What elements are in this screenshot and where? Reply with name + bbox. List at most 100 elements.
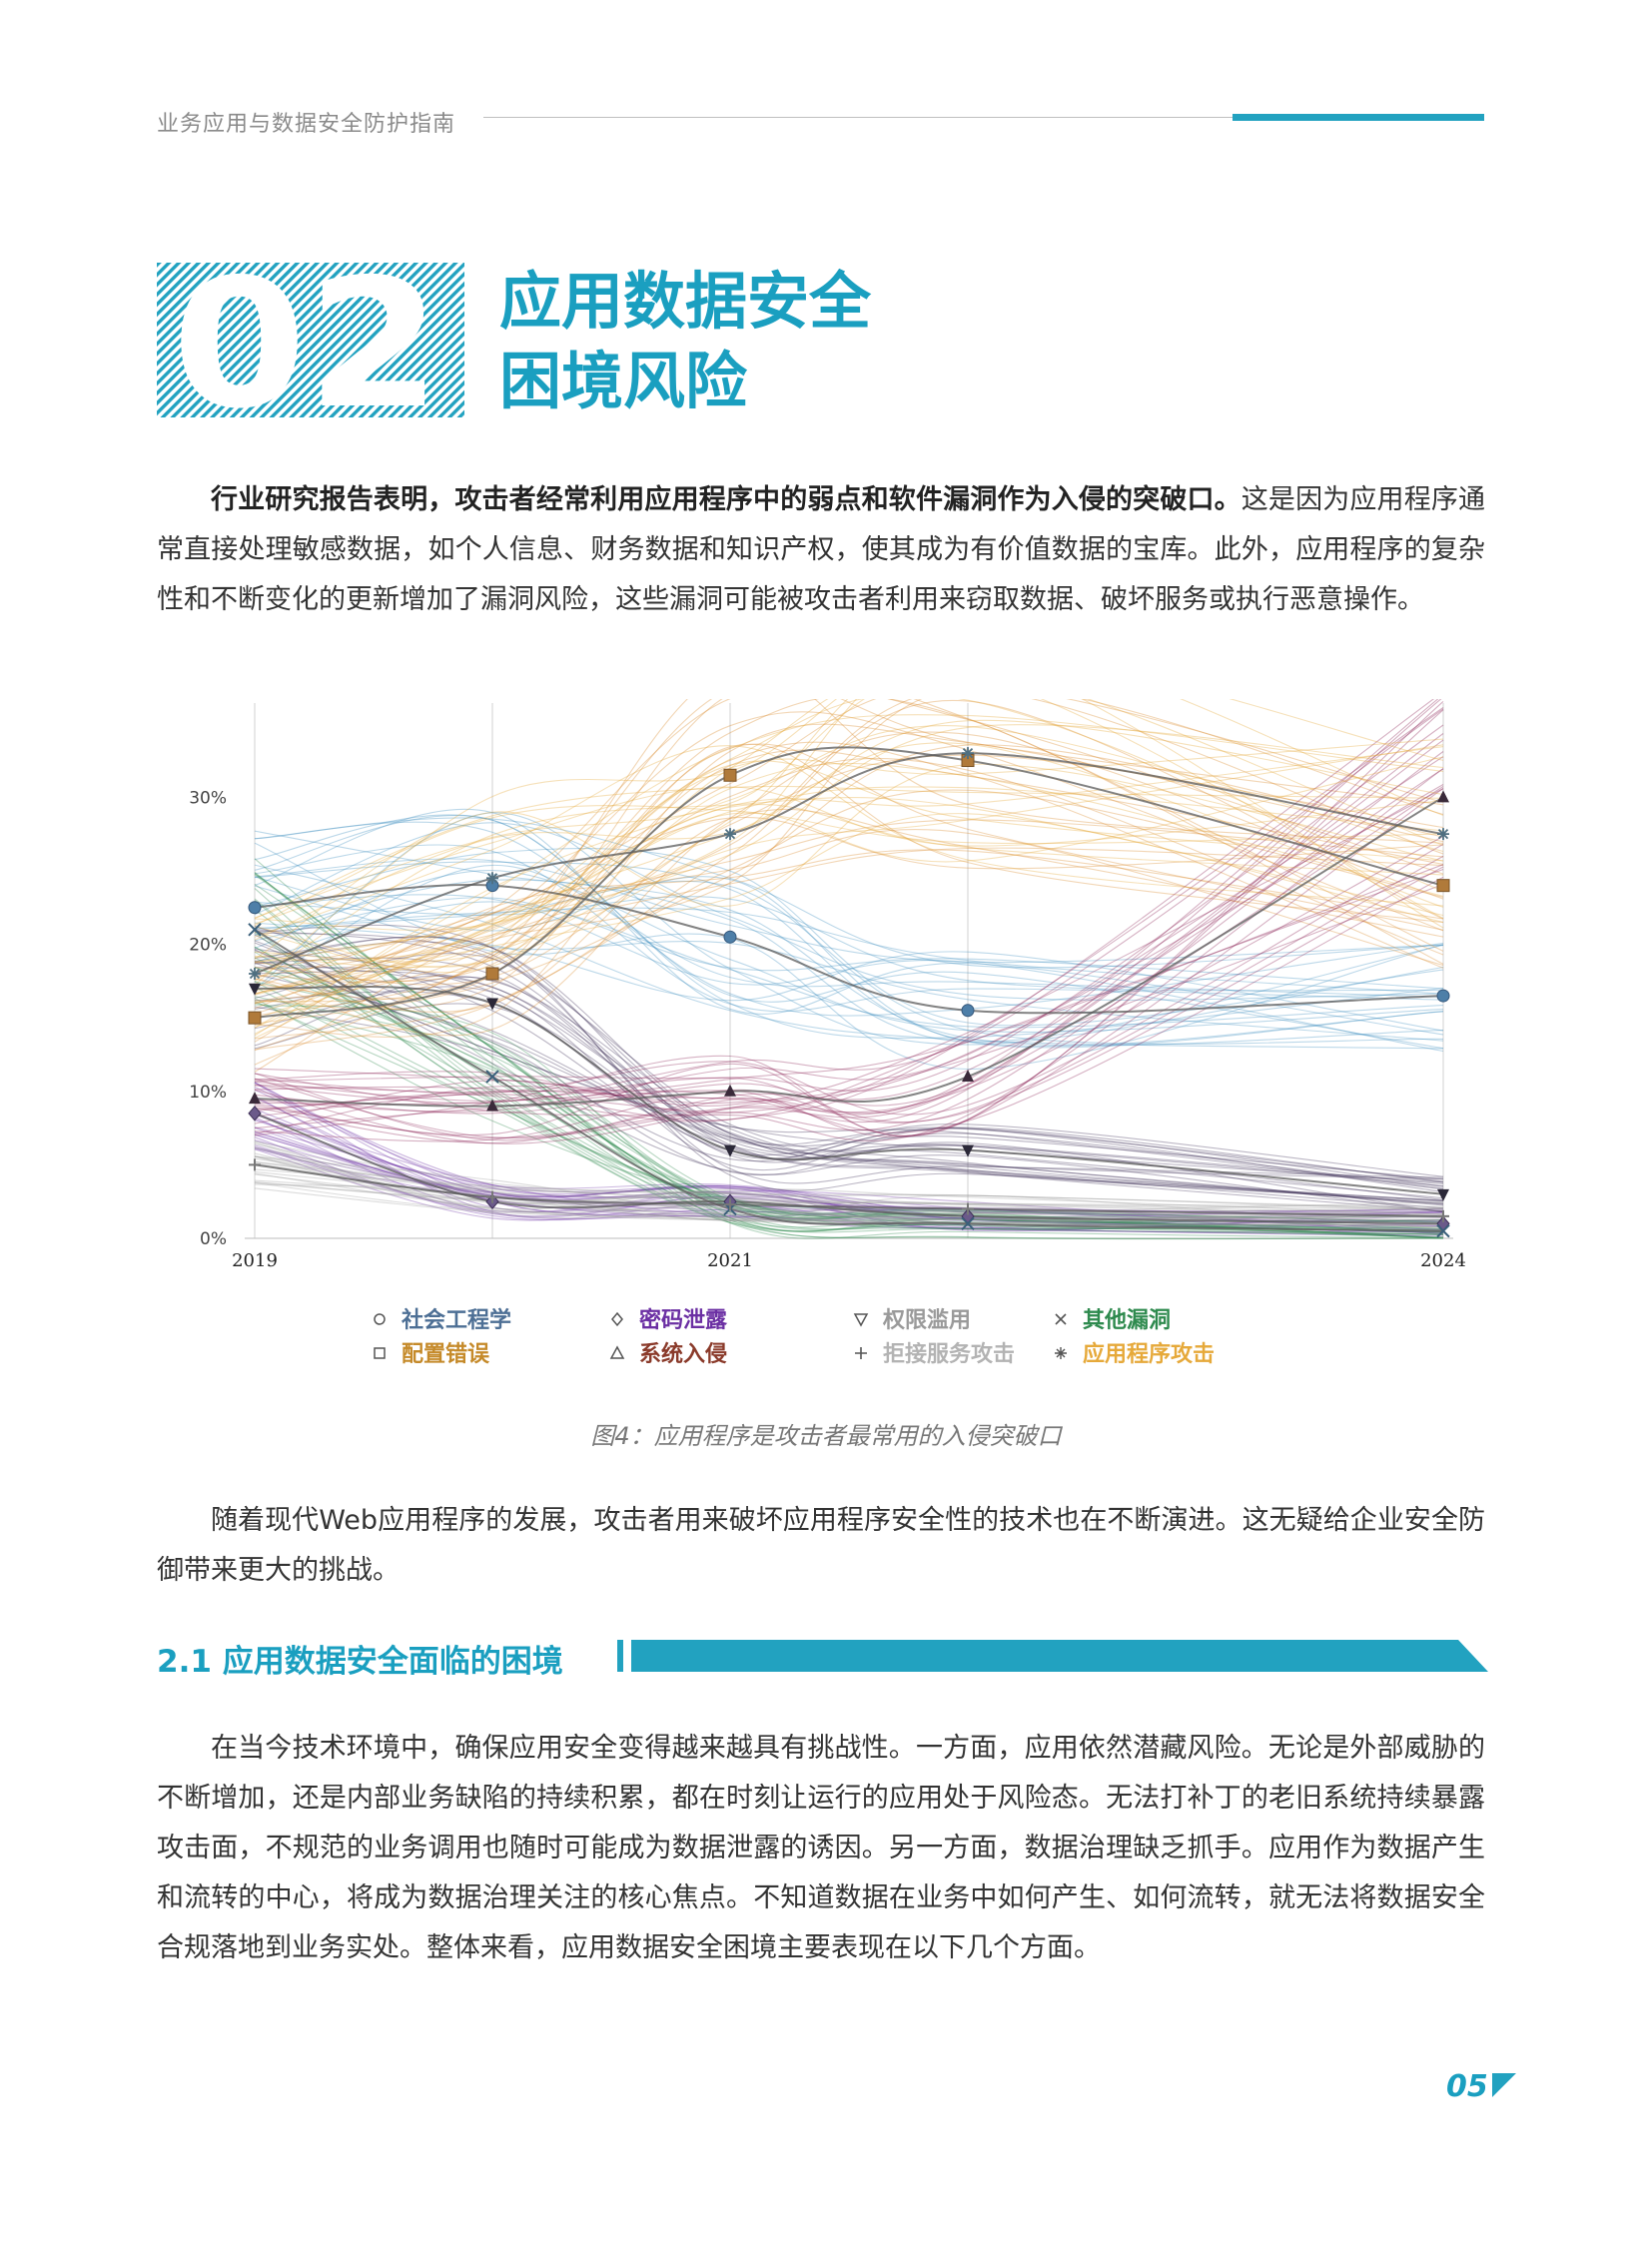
series-trace	[254, 950, 1444, 1190]
legend-label-6: 拒接服务攻击	[883, 1341, 1015, 1367]
series-trace	[254, 1155, 1444, 1213]
series-trace	[254, 830, 1444, 1047]
series-trace	[254, 873, 1444, 1233]
series-trace	[254, 858, 1444, 1239]
series-trace	[254, 883, 1444, 1134]
series-trace	[254, 699, 1444, 1005]
series-trace	[254, 1172, 1444, 1221]
series-trace	[254, 815, 1444, 1039]
series-trace	[254, 1142, 1444, 1211]
series-trace	[254, 1147, 1444, 1236]
series-trace	[254, 868, 1444, 1121]
legend-icon-6	[855, 1347, 867, 1359]
series-trace	[254, 768, 1444, 1141]
series-trace	[254, 953, 1444, 1180]
series-mean-line-6	[254, 1163, 1444, 1217]
data-point-5-3	[962, 1070, 974, 1083]
series-trace	[254, 814, 1444, 1050]
series-trace	[254, 967, 1444, 1182]
legend-label-0: 社会工程学	[402, 1307, 511, 1333]
series-trace	[254, 1161, 1444, 1220]
series-trace	[254, 708, 1444, 1104]
chapter-title-line1: 应用数据安全	[499, 265, 872, 338]
series-trace	[254, 699, 1444, 1005]
chapter-number-graphic: 02	[157, 263, 464, 417]
chapter-number: 02	[172, 263, 441, 417]
series-trace	[254, 934, 1444, 1213]
series-trace	[254, 762, 1444, 974]
page-number: 05	[1446, 2069, 1488, 2104]
data-point-3-1	[485, 1070, 499, 1084]
series-trace	[254, 948, 1444, 1201]
series-trace	[254, 1133, 1444, 1218]
series-trace	[254, 888, 1444, 1223]
series-trace	[254, 739, 1444, 1138]
series-trace	[254, 808, 1444, 1013]
series-trace	[254, 973, 1444, 1205]
series-trace	[254, 864, 1444, 998]
attack-trend-chart: 0% 10% 20% 30% 2019 2021 2024 社会工程学 密码泄露 权限滥用 其他漏…	[189, 699, 1466, 1367]
data-point-2-3	[962, 1144, 974, 1157]
series-trace	[254, 768, 1444, 1141]
series-trace	[254, 1109, 1444, 1234]
series-trace	[254, 816, 1444, 1010]
series-trace	[254, 786, 1444, 958]
series-trace	[254, 700, 1444, 1137]
series-trace	[254, 901, 1444, 1029]
paragraph-dilemma: 在当今技术环境中，确保应用安全变得越来越具有挑战性。一方面，应用依然潜藏风险。无…	[157, 1733, 1485, 1963]
legend-icon-7	[1055, 1347, 1067, 1359]
series-trace	[254, 829, 1444, 988]
intro-paragraph: 行业研究报告表明，攻击者经常利用应用程序中的弱点和软件漏洞作为入侵的突破口。这是…	[157, 475, 1485, 625]
series-trace	[254, 847, 1444, 995]
running-header: 业务应用与数据安全防护指南	[157, 112, 456, 137]
series-trace	[254, 885, 1444, 1042]
series-trace	[254, 883, 1444, 1239]
series-mean-line-7	[254, 752, 1444, 975]
series-trace	[254, 1180, 1444, 1219]
data-point-4-0	[248, 1011, 262, 1025]
header-rule	[483, 117, 1233, 118]
series-trace	[254, 871, 1444, 1235]
series-trace	[254, 975, 1444, 1202]
page-corner-triangle-icon	[1492, 2073, 1516, 2097]
chapter-title: 应用数据安全 困境风险	[499, 262, 871, 421]
series-trace	[254, 743, 1444, 1010]
x-tick-label-1: 2021	[707, 1250, 753, 1271]
legend-label-4: 配置错误	[402, 1341, 490, 1367]
legend-label-7: 应用程序攻击	[1083, 1341, 1215, 1367]
series-trace	[254, 970, 1444, 1180]
series-trace	[254, 1004, 1444, 1234]
series-trace	[254, 1147, 1444, 1221]
series-trace	[254, 1087, 1444, 1227]
series-mean-line-3	[254, 928, 1444, 1232]
series-trace	[254, 1136, 1444, 1223]
series-trace	[254, 784, 1444, 1144]
series-trace	[254, 858, 1444, 964]
series-trace	[254, 1179, 1444, 1225]
series-trace	[254, 699, 1444, 1018]
series-trace	[254, 788, 1444, 1124]
series-trace	[254, 940, 1444, 1199]
data-point-0-3	[961, 1004, 975, 1018]
series-trace	[254, 936, 1444, 1205]
data-point-5-0	[249, 1092, 261, 1105]
series-trace	[254, 742, 1444, 1035]
y-tick-label-2: 20%	[189, 936, 227, 956]
series-trace	[254, 788, 1444, 1137]
data-point-2-4	[1437, 1188, 1449, 1201]
series-trace	[254, 1183, 1444, 1215]
series-trace	[254, 874, 1444, 1238]
figure-caption: 图4：应用程序是攻击者最常用的入侵突破口	[590, 1422, 1062, 1450]
series-trace	[254, 1155, 1444, 1215]
data-point-3-3	[961, 1216, 975, 1230]
series-trace	[254, 796, 1444, 982]
series-trace	[254, 707, 1444, 1115]
series-trace	[254, 896, 1444, 992]
series-trace	[254, 957, 1444, 1212]
intro-bold-text: 行业研究报告表明，攻击者经常利用应用程序中的弱点和软件漏洞作为入侵的突破口。	[211, 484, 1241, 515]
series-trace	[254, 785, 1444, 920]
series-trace	[254, 931, 1444, 1206]
series-trace	[254, 870, 1444, 1033]
series-trace	[254, 1140, 1444, 1210]
series-trace	[254, 699, 1444, 984]
